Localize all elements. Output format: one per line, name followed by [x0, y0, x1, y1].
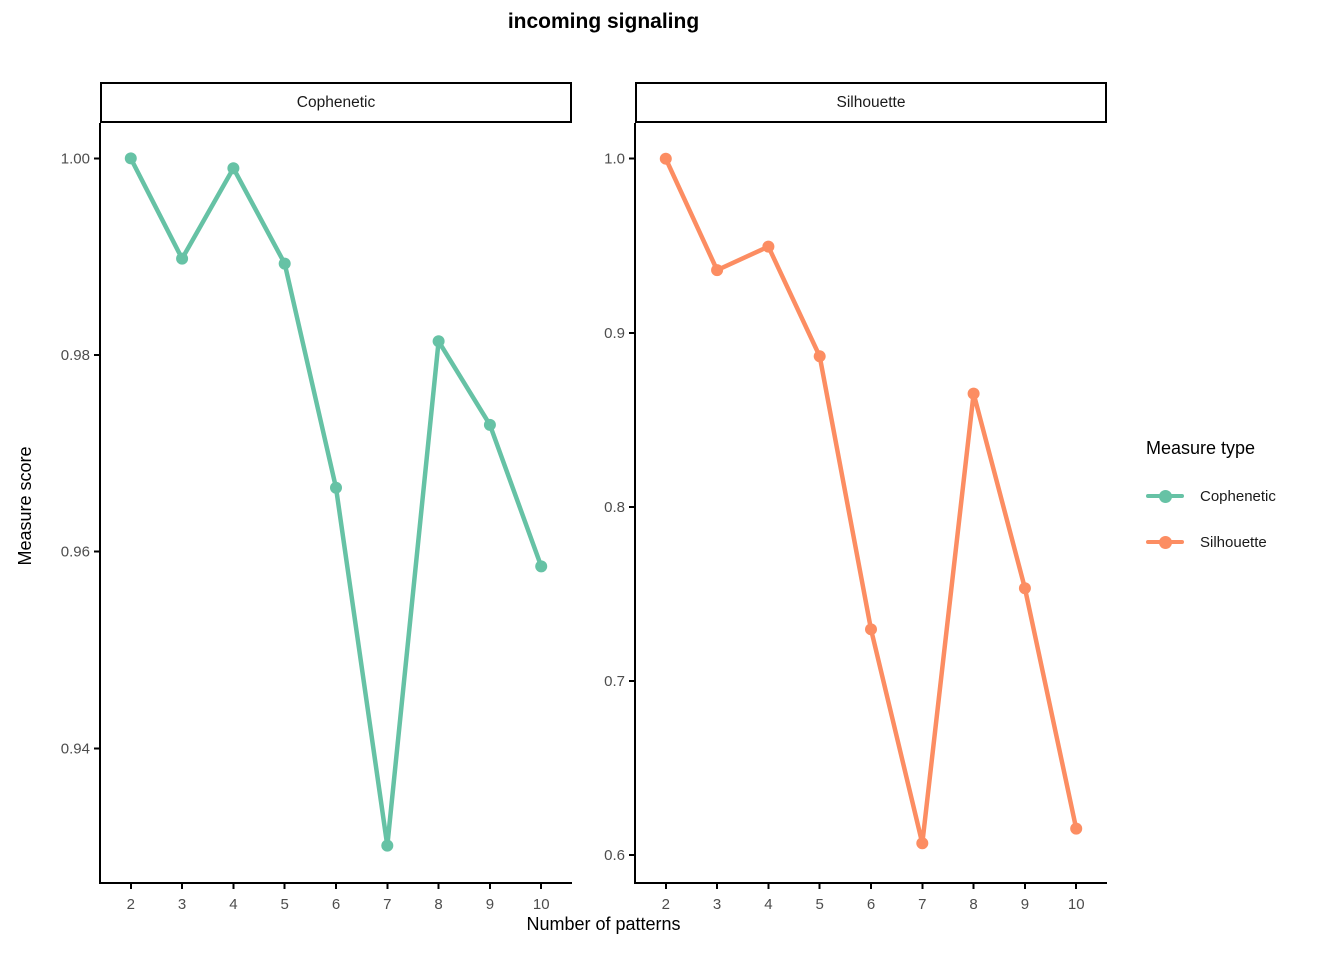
- x-tick-label-cophenetic: 9: [486, 896, 494, 913]
- data-point-cophenetic-8: [432, 335, 445, 348]
- x-tick-label-cophenetic: 4: [229, 896, 237, 913]
- legend: Measure type Cophenetic Silhouette: [1146, 438, 1276, 575]
- data-point-cophenetic-5: [278, 257, 291, 270]
- legend-key-cophenetic-icon: [1146, 488, 1184, 504]
- data-point-cophenetic-6: [330, 481, 342, 494]
- series-line-silhouette: [663, 157, 1079, 846]
- x-tick-label-cophenetic: 10: [533, 896, 550, 913]
- data-point-silhouette-5: [813, 350, 826, 363]
- legend-label-silhouette: Silhouette: [1200, 533, 1267, 551]
- x-tick-label-silhouette: 9: [1021, 896, 1029, 913]
- facet-strip-label-silhouette: Silhouette: [836, 93, 906, 111]
- data-point-cophenetic-4: [227, 162, 240, 175]
- x-tick-label-silhouette: 6: [867, 896, 875, 913]
- x-tick-label-cophenetic: 7: [383, 896, 391, 913]
- data-point-silhouette-9: [1018, 582, 1031, 595]
- data-point-silhouette-6: [865, 623, 877, 636]
- legend-key-dot: [1158, 535, 1172, 549]
- x-tick-label-cophenetic: 2: [127, 896, 135, 913]
- x-tick-label-silhouette: 3: [713, 896, 721, 913]
- data-point-silhouette-2: [659, 152, 672, 165]
- x-tick-label-cophenetic: 5: [281, 896, 289, 913]
- y-tick-label-silhouette: 0.6: [604, 847, 625, 864]
- legend-item-cophenetic: Cophenetic: [1146, 483, 1276, 509]
- legend-key-silhouette-icon: [1146, 534, 1184, 550]
- x-tick-label-silhouette: 4: [764, 896, 772, 913]
- facet-strip-cophenetic: Cophenetic: [100, 82, 572, 123]
- x-tick-label-silhouette: 10: [1068, 896, 1085, 913]
- data-point-silhouette-4: [762, 240, 775, 253]
- data-point-cophenetic-2: [124, 152, 137, 165]
- y-tick-label-cophenetic: 0.96: [61, 544, 90, 561]
- y-tick-label-cophenetic: 0.94: [61, 740, 90, 757]
- y-tick-label-cophenetic: 0.98: [61, 347, 90, 364]
- legend-title: Measure type: [1146, 438, 1256, 458]
- x-tick-label-silhouette: 8: [969, 896, 977, 913]
- data-point-silhouette-8: [967, 387, 980, 400]
- data-point-silhouette-7: [916, 837, 929, 850]
- x-tick-label-cophenetic: 3: [178, 896, 186, 913]
- plot-title: incoming signaling: [507, 10, 700, 33]
- x-axis-title: Number of patterns: [526, 914, 681, 934]
- legend-key-dot: [1158, 489, 1172, 503]
- facet-strip-silhouette: Silhouette: [635, 82, 1107, 123]
- data-point-silhouette-10: [1070, 822, 1083, 835]
- legend-item-silhouette: Silhouette: [1146, 529, 1276, 555]
- x-tick-label-silhouette: 5: [816, 896, 824, 913]
- y-tick-label-silhouette: 0.8: [604, 499, 625, 516]
- series-line-cophenetic: [128, 157, 544, 848]
- y-tick-label-cophenetic: 1.00: [61, 150, 90, 167]
- legend-label-cophenetic: Cophenetic: [1200, 487, 1276, 505]
- x-tick-label-silhouette: 2: [662, 896, 670, 913]
- y-tick-label-silhouette: 0.7: [604, 673, 625, 690]
- x-tick-label-silhouette: 7: [918, 896, 926, 913]
- data-point-cophenetic-10: [535, 560, 548, 573]
- data-point-cophenetic-7: [381, 839, 394, 852]
- y-tick-label-silhouette: 0.9: [604, 325, 625, 342]
- x-tick-label-cophenetic: 8: [434, 896, 442, 913]
- data-point-silhouette-3: [711, 264, 724, 277]
- y-tick-label-silhouette: 1.0: [604, 151, 625, 168]
- x-tick-label-cophenetic: 6: [332, 896, 340, 913]
- data-point-cophenetic-9: [483, 418, 496, 431]
- facet-strip-label-cophenetic: Cophenetic: [296, 93, 376, 111]
- data-point-cophenetic-3: [176, 252, 189, 265]
